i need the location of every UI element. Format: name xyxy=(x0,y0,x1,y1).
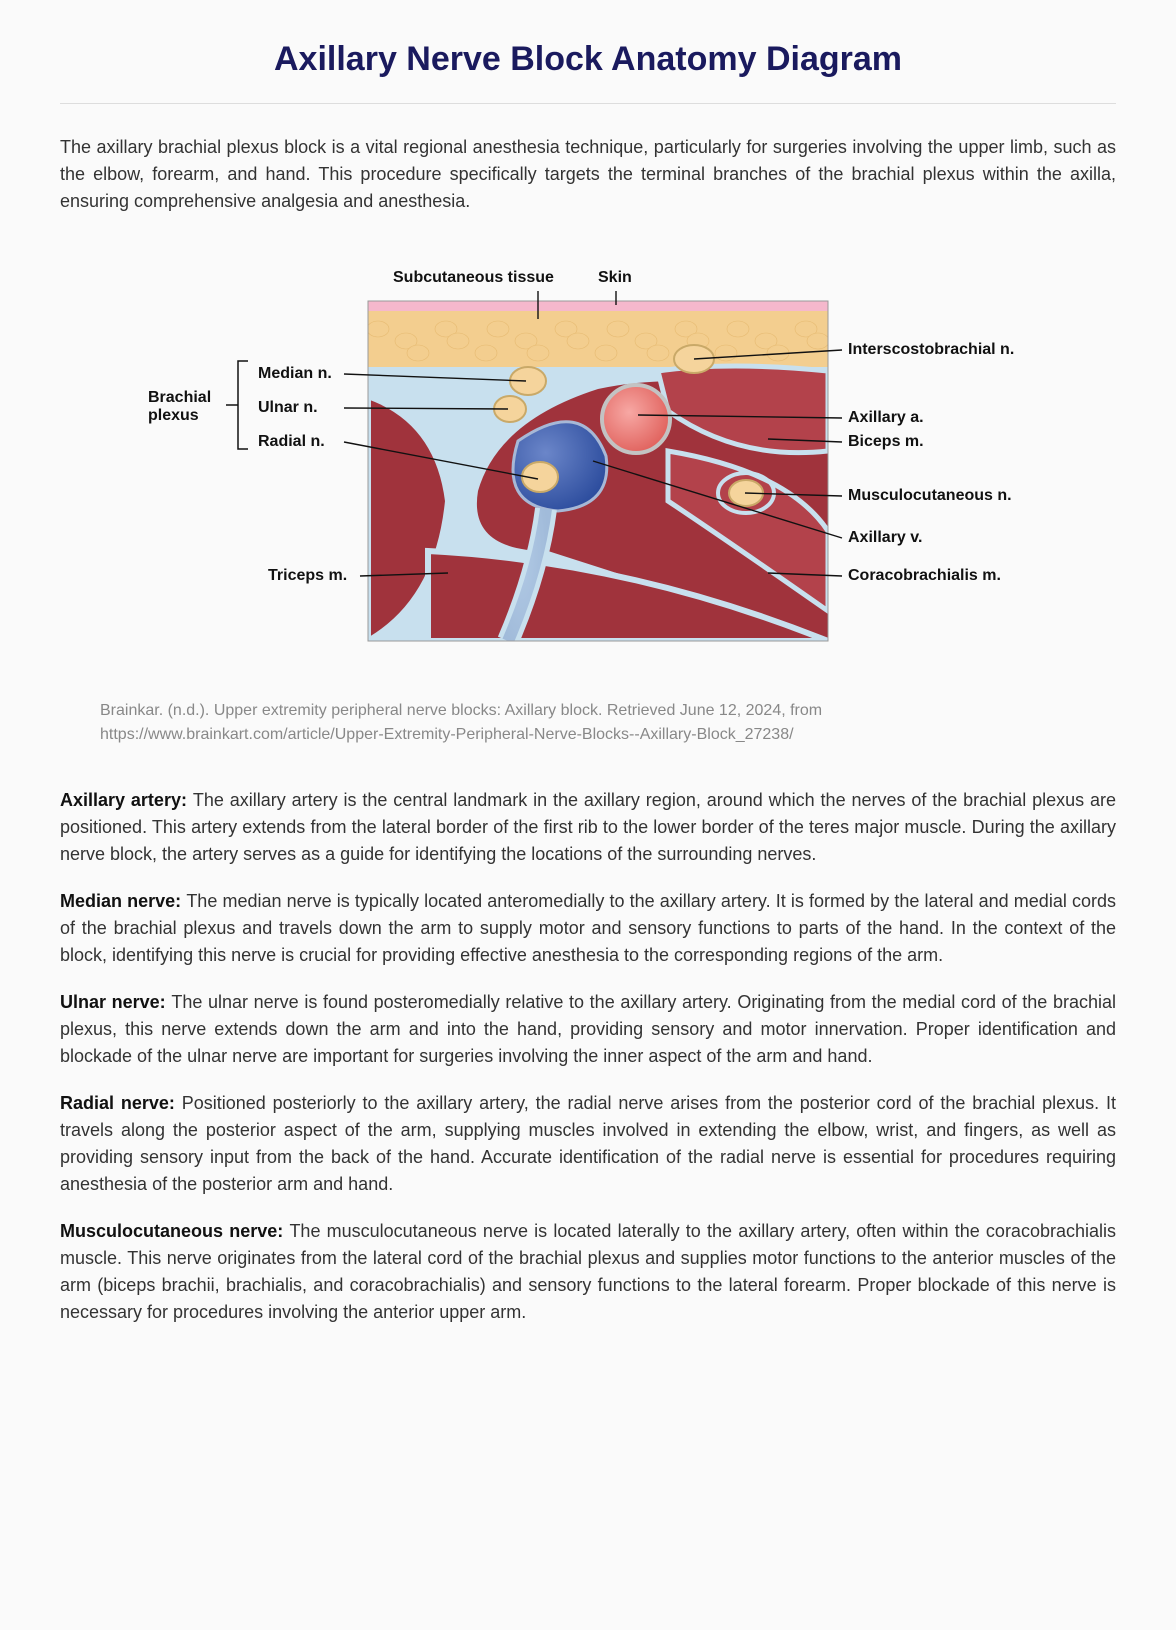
section-paragraph: Ulnar nerve: The ulnar nerve is found po… xyxy=(60,989,1116,1070)
section-term: Ulnar nerve: xyxy=(60,992,171,1012)
section-term: Median nerve: xyxy=(60,891,186,911)
diagram-label: Biceps m. xyxy=(848,433,924,451)
diagram-label: Radial n. xyxy=(258,433,325,451)
intro-paragraph: The axillary brachial plexus block is a … xyxy=(60,134,1116,215)
diagram-label: Interscostobrachial n. xyxy=(848,341,1014,359)
section-paragraph: Musculocutaneous nerve: The musculocutan… xyxy=(60,1218,1116,1326)
section-paragraph: Axillary artery: The axillary artery is … xyxy=(60,787,1116,868)
section-paragraph: Median nerve: The median nerve is typica… xyxy=(60,888,1116,969)
section-term: Radial nerve: xyxy=(60,1093,182,1113)
sections-container: Axillary artery: The axillary artery is … xyxy=(60,787,1116,1326)
section-paragraph: Radial nerve: Positioned posteriorly to … xyxy=(60,1090,1116,1198)
page-title: Axillary Nerve Block Anatomy Diagram xyxy=(60,40,1116,79)
diagram-container: Subcutaneous tissue Skin Brachialplexus Med… xyxy=(60,251,1116,681)
diagram-label: Coracobrachialis m. xyxy=(848,567,1001,585)
diagram-label: Musculocutaneous n. xyxy=(848,487,1012,505)
diagram-label: Axillary v. xyxy=(848,529,922,547)
anatomy-diagram: Subcutaneous tissue Skin Brachialplexus Med… xyxy=(138,251,1038,681)
diagram-label: Subcutaneous tissue xyxy=(393,269,554,287)
diagram-label: Skin xyxy=(598,269,632,287)
diagram-label: Median n. xyxy=(258,365,332,383)
diagram-label: Triceps m. xyxy=(268,567,347,585)
diagram-label: Ulnar n. xyxy=(258,399,318,417)
citation-text: Brainkar. (n.d.). Upper extremity periph… xyxy=(100,699,1000,747)
diagram-label: Axillary a. xyxy=(848,409,924,427)
title-divider xyxy=(60,103,1116,104)
section-term: Musculocutaneous nerve: xyxy=(60,1221,289,1241)
diagram-group-title: Brachialplexus xyxy=(148,389,211,425)
section-term: Axillary artery: xyxy=(60,790,193,810)
